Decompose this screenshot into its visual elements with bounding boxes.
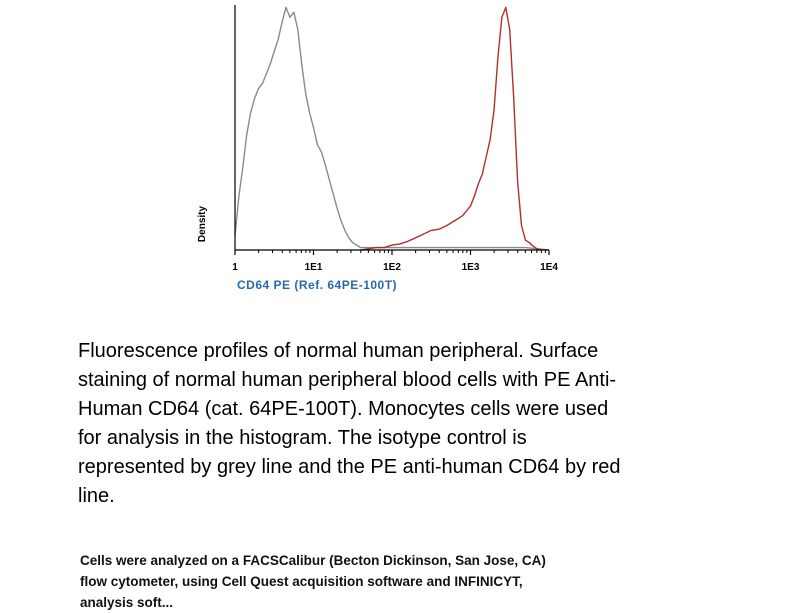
flow-cytometry-histogram: 1 1E1 1E2 1E3 1E4 Density CD64 PE (Ref. 64PE… — [197, 5, 558, 292]
footnote-line: flow cytometer, using Cell Quest acquisi… — [80, 574, 523, 589]
footnote-line: analysis soft... — [80, 595, 174, 610]
footnote-line: Cells were analyzed on a FACSCalibur (Be… — [80, 553, 546, 568]
x-axis-label: CD64 PE (Ref. 64PE-100T) — [237, 278, 397, 292]
methods-footnote: Cells were analyzed on a FACSCalibur (Be… — [80, 550, 730, 613]
caption-line: staining of normal human peripheral bloo… — [78, 369, 617, 391]
x-tick-label: 1 — [232, 262, 238, 273]
y-axis-label: Density — [197, 206, 208, 243]
plot-series — [234, 6, 550, 251]
caption-line: Fluorescence profiles of normal human pe… — [78, 340, 599, 362]
x-tick-label: 1E1 — [305, 262, 323, 273]
x-tick-label: 1E4 — [540, 262, 558, 273]
x-axis-tick-labels: 1 1E1 1E2 1E3 1E4 — [232, 262, 558, 273]
isotype-control-line — [234, 6, 550, 251]
x-axis-ticks — [234, 250, 550, 255]
figure-caption: Fluorescence profiles of normal human pe… — [78, 337, 728, 511]
x-tick-label: 1E2 — [383, 262, 401, 273]
caption-line: Human CD64 (cat. 64PE-100T). Monocytes c… — [78, 398, 609, 420]
caption-line: for analysis in the histogram. The isoty… — [78, 427, 527, 449]
x-tick-label: 1E3 — [462, 262, 480, 273]
cd64-pe-line — [360, 6, 542, 251]
caption-line: line. — [78, 485, 115, 507]
caption-line: represented by grey line and the PE anti… — [78, 456, 621, 478]
